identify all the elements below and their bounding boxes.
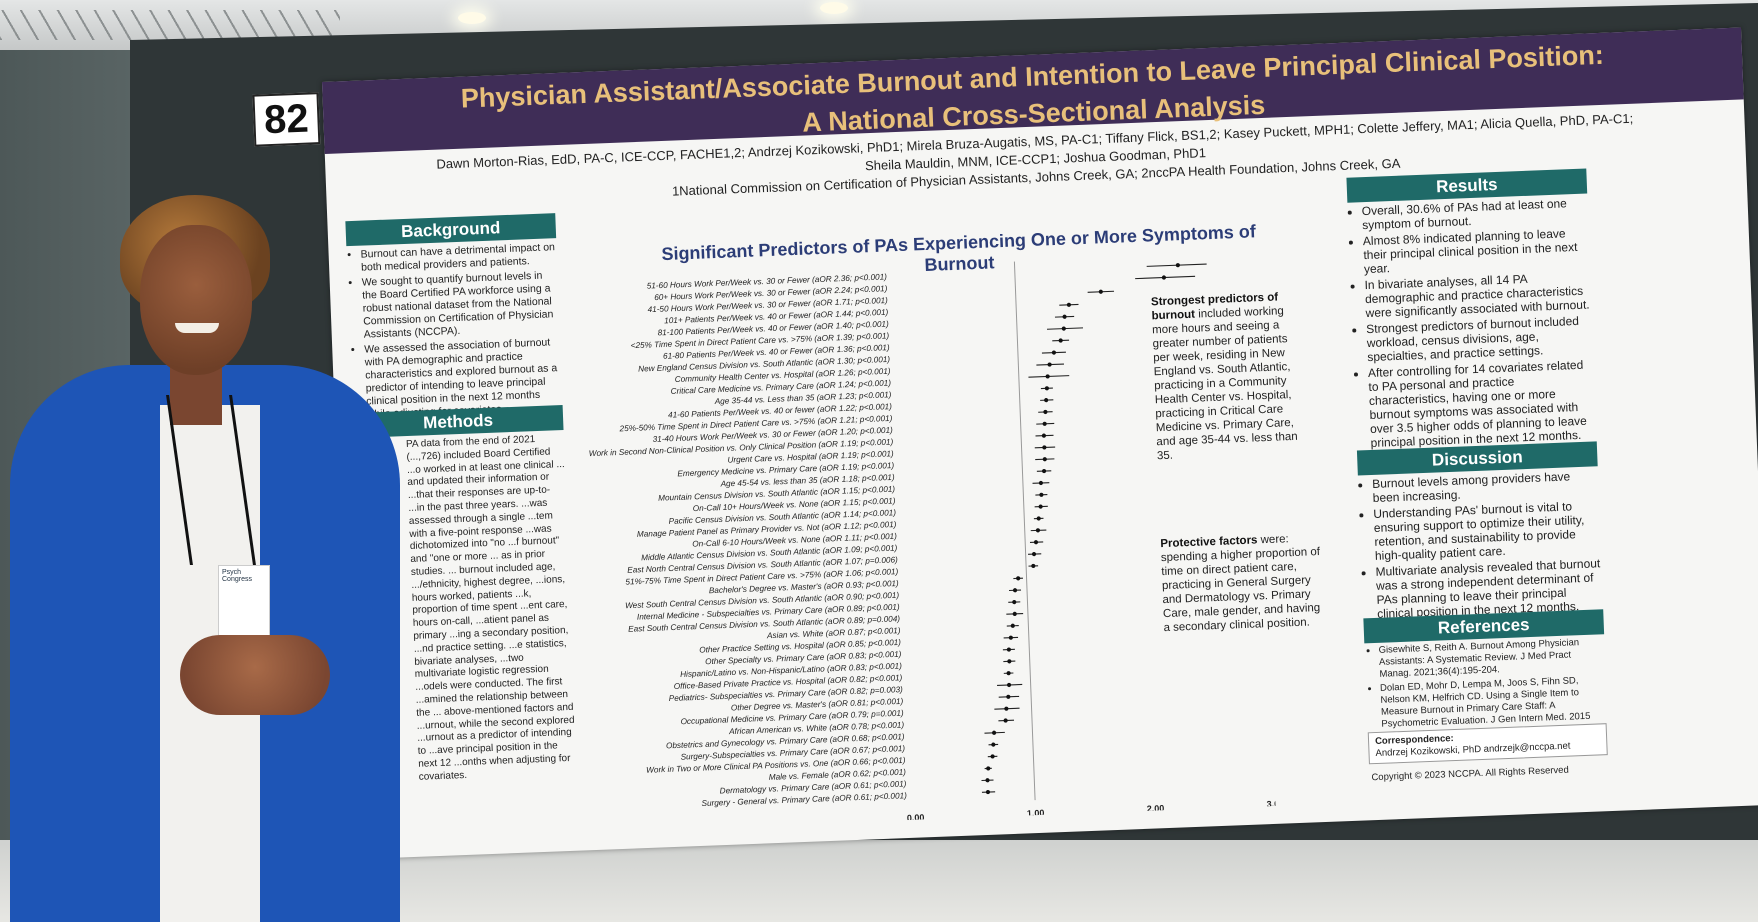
odds-ratio-point	[1031, 563, 1036, 569]
strongest-predictors-note: Strongest predictors of burnout included…	[1151, 290, 1307, 464]
discussion-text: Burnout levels among providers have been…	[1358, 468, 1603, 623]
odds-ratio-point	[1039, 492, 1044, 497]
odds-ratio-point	[991, 742, 996, 747]
odds-ratio-point	[985, 778, 990, 783]
discussion-item: Understanding PAs' burnout is vital to e…	[1373, 498, 1601, 563]
protective-factors-label: Protective factors	[1160, 534, 1258, 551]
odds-ratio-point	[1051, 350, 1057, 355]
results-text: Overall, 30.6% of PAs had at least one s…	[1347, 196, 1596, 453]
odds-ratio-point	[1016, 576, 1021, 581]
odds-ratio-point	[1006, 682, 1012, 688]
x-tick-label: 0.00	[907, 812, 925, 823]
odds-ratio-point	[1058, 338, 1063, 343]
odds-ratio-point	[986, 766, 991, 771]
neck	[170, 365, 222, 425]
odds-ratio-point	[1066, 302, 1072, 307]
poster: 82 Physician Assistant/Associate Burnout…	[252, 27, 1758, 860]
odds-ratio-point	[1007, 659, 1012, 664]
odds-ratio-point	[1038, 480, 1044, 486]
odds-ratio-point	[1003, 718, 1008, 723]
odds-ratio-point	[1175, 263, 1180, 268]
results-item: Almost 8% indicated planning to leave th…	[1363, 225, 1590, 276]
odds-ratio-point	[1036, 516, 1041, 521]
odds-ratio-point	[1008, 635, 1013, 640]
ceiling-light	[458, 12, 486, 24]
odds-ratio-point	[1031, 552, 1037, 557]
odds-ratio-point	[1006, 647, 1011, 652]
results-item: After controlling for 14 covariates rela…	[1368, 357, 1597, 450]
x-tick-label: 3.00	[1266, 799, 1275, 810]
odds-ratio-point	[1004, 706, 1009, 711]
odds-ratio-point	[1006, 694, 1011, 699]
odds-ratio-point	[1042, 457, 1047, 462]
x-tick-label: 2.00	[1147, 803, 1165, 814]
odds-ratio-point	[990, 754, 995, 759]
odds-ratio-point	[1044, 398, 1049, 403]
odds-ratio-point	[1010, 623, 1015, 628]
clasped-hands	[180, 635, 330, 715]
odds-ratio-point	[1047, 362, 1052, 367]
odds-ratio-point	[1045, 374, 1050, 379]
odds-ratio-point	[1042, 421, 1047, 426]
odds-ratio-point	[1012, 611, 1017, 616]
protective-factors-note: Protective factors were: spending a high…	[1160, 531, 1324, 635]
ceiling-light	[820, 2, 848, 14]
odds-ratio-point	[991, 730, 997, 735]
ceiling-truss	[0, 10, 340, 40]
odds-ratio-point	[1012, 588, 1018, 593]
odds-ratio-point	[1044, 386, 1049, 391]
odds-ratio-point	[1041, 433, 1047, 438]
odds-ratio-point	[1041, 468, 1047, 474]
odds-ratio-point	[1012, 600, 1017, 605]
odds-ratio-point	[1043, 409, 1048, 415]
copyright: Copyright © 2023 NCCPA. All Rights Reser…	[1371, 764, 1569, 784]
odds-ratio-point	[1035, 528, 1041, 533]
name-badge: Psych Congress	[218, 565, 270, 645]
results-item: Strongest predictors of burnout included…	[1366, 313, 1593, 364]
smile	[175, 323, 219, 333]
odds-ratio-point	[1042, 445, 1047, 450]
odds-ratio-point	[1061, 326, 1066, 331]
results-item: In bivariate analyses, all 14 PA demogra…	[1364, 269, 1591, 320]
x-tick-label: 1.00	[1027, 808, 1045, 819]
odds-ratio-point	[1038, 504, 1043, 509]
poster-number: 82	[252, 92, 321, 147]
odds-ratio-point	[1098, 289, 1103, 294]
reference-item: Gisewhite S, Reith A. Burnout Among Phys…	[1378, 636, 1605, 681]
odds-ratio-point	[1062, 314, 1067, 319]
odds-ratio-point	[985, 789, 991, 795]
reference-line	[1013, 261, 1036, 801]
odds-ratio-point	[1033, 540, 1039, 545]
odds-ratio-point	[1006, 671, 1011, 676]
face	[140, 225, 252, 375]
presenter-person: Psych Congress	[0, 195, 420, 922]
odds-ratio-point	[1161, 275, 1167, 280]
strongest-predictors-text: included working more hours and seeing a…	[1151, 305, 1298, 463]
